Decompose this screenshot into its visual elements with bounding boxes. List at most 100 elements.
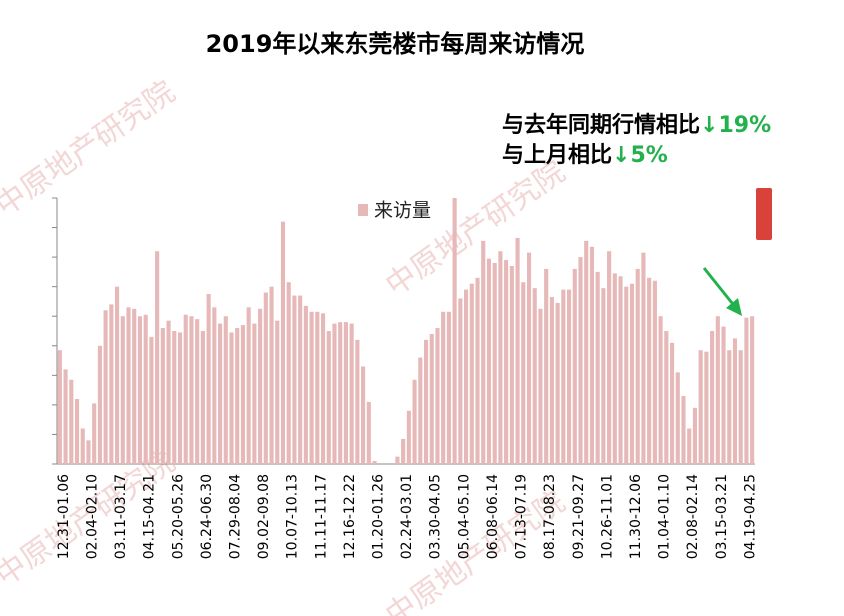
bar xyxy=(366,401,371,464)
x-tick-label: 06.24-06.30 xyxy=(199,474,215,559)
legend-label: 来访量 xyxy=(374,200,431,222)
bar xyxy=(498,251,503,464)
bar xyxy=(303,305,308,464)
x-tick-label: 03.15-03.21 xyxy=(714,474,730,559)
bar xyxy=(566,289,572,464)
bar xyxy=(149,336,154,464)
x-tick-label: 09.02-09.08 xyxy=(256,474,272,559)
bar xyxy=(698,350,703,464)
bar xyxy=(715,316,720,464)
x-tick-label: 04.19-04.25 xyxy=(742,474,758,559)
bar xyxy=(521,282,526,464)
bar xyxy=(704,351,709,464)
bar xyxy=(669,342,675,464)
bar xyxy=(492,263,497,464)
bar xyxy=(97,345,102,464)
bar xyxy=(412,379,417,464)
bar xyxy=(172,331,177,464)
x-tick-label: 09.21-09.27 xyxy=(571,474,587,559)
bar xyxy=(275,320,280,464)
bar xyxy=(675,372,680,464)
bar xyxy=(652,280,657,464)
bar xyxy=(612,273,617,464)
bar xyxy=(738,350,743,464)
bar xyxy=(532,288,537,464)
bar xyxy=(721,326,726,464)
bar xyxy=(727,350,732,464)
x-tick-label: 07.13-07.19 xyxy=(514,474,530,559)
bar xyxy=(401,438,406,464)
bar xyxy=(555,302,560,464)
bar xyxy=(750,316,755,464)
x-tick-label: 12.16-12.22 xyxy=(342,474,358,559)
bar xyxy=(137,316,143,464)
bar xyxy=(441,311,446,464)
bar xyxy=(240,325,246,464)
bar xyxy=(601,288,606,464)
x-tick-label: 01.04-01.10 xyxy=(657,474,673,559)
bar xyxy=(355,339,360,464)
x-tick-label: 04.15-04.21 xyxy=(142,474,158,559)
bar xyxy=(578,257,583,464)
highlight-arrow xyxy=(702,267,742,316)
x-tick-label: 10.07-10.13 xyxy=(285,474,301,559)
annotation: 与上月相比↓5% xyxy=(502,143,668,168)
bar xyxy=(429,333,434,464)
bar xyxy=(589,246,595,464)
bar xyxy=(423,339,429,464)
bar xyxy=(664,331,669,464)
bar xyxy=(475,277,480,464)
bar xyxy=(286,282,291,464)
bar xyxy=(687,428,692,464)
bar xyxy=(120,316,125,464)
annotation-text: 与上月相比 xyxy=(502,143,612,168)
bar xyxy=(647,277,652,464)
bar xyxy=(86,440,91,464)
bar xyxy=(395,456,400,464)
x-tick-label: 11.11-11.17 xyxy=(313,474,329,559)
watermark: 中原地产研究院 xyxy=(379,154,571,303)
bar xyxy=(223,316,228,464)
bar xyxy=(349,323,354,464)
annotation-text: 与去年同期行情相比 xyxy=(502,112,700,138)
bar xyxy=(309,311,314,464)
x-tick-label: 08.17-08.23 xyxy=(542,474,558,559)
bar xyxy=(526,252,532,464)
bar xyxy=(115,286,120,464)
bar xyxy=(572,268,577,464)
bar xyxy=(710,331,715,464)
x-tick-label: 12.31-01.06 xyxy=(56,474,72,559)
bar xyxy=(509,265,514,464)
bar xyxy=(732,338,738,464)
bar xyxy=(435,328,440,464)
bar xyxy=(258,308,263,464)
bar xyxy=(515,237,520,464)
bar xyxy=(681,396,686,464)
bar xyxy=(320,313,326,464)
bar xyxy=(549,297,554,464)
bar xyxy=(292,295,297,464)
bar xyxy=(212,307,217,464)
bar xyxy=(446,311,451,464)
bar xyxy=(92,403,97,464)
bar xyxy=(561,289,566,464)
bar xyxy=(692,407,697,464)
bar xyxy=(166,320,171,464)
bar xyxy=(160,328,165,464)
bar xyxy=(372,461,377,464)
bar xyxy=(143,314,148,464)
bar xyxy=(481,240,486,464)
x-tick-label: 11.30-12.06 xyxy=(628,474,644,559)
bar xyxy=(361,366,366,464)
logo xyxy=(756,188,772,240)
bar xyxy=(189,316,194,464)
annotation-change: ↓5% xyxy=(612,143,668,168)
x-tick-label: 02.08-02.14 xyxy=(685,474,701,559)
bar xyxy=(229,332,234,464)
bar xyxy=(80,428,85,464)
watermark: 中原地产研究院 xyxy=(0,74,181,223)
bar xyxy=(315,311,320,464)
bar xyxy=(629,283,635,464)
x-tick-label: 05.04-05.10 xyxy=(456,474,472,559)
